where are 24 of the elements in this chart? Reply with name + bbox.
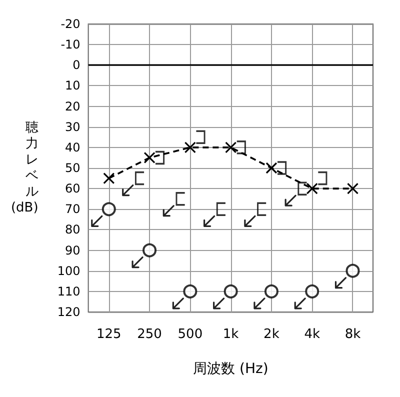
x-tick-label: 2k — [264, 327, 280, 342]
x-tick-label: 250 — [137, 327, 162, 342]
x-tick-label: 125 — [96, 327, 122, 342]
y-tick-label: 60 — [65, 182, 80, 196]
y-tick-label: 0 — [72, 58, 80, 72]
y-tick-label: 80 — [65, 222, 80, 237]
y-tick-label: 10 — [65, 78, 80, 93]
y-tick-label: -10 — [60, 38, 80, 52]
y-tick-label: 30 — [65, 120, 80, 134]
y-tick-label: 50 — [65, 161, 80, 175]
y-tick-label: 20 — [65, 99, 80, 114]
y-tick-label: -20 — [60, 17, 80, 31]
y-tick-label: 100 — [57, 264, 80, 278]
x-axis-title: 周波数 (Hz) — [193, 361, 268, 377]
y-axis-title: 聴力レベル(dB) — [10, 120, 38, 216]
y-tick-label: 120 — [57, 305, 80, 319]
x-tick-label: 1k — [222, 327, 240, 342]
y-tick-label: 70 — [65, 202, 80, 216]
y-tick-label: 40 — [65, 140, 80, 154]
y-tick-label: 110 — [57, 284, 80, 298]
x-tick-label: 500 — [178, 327, 203, 342]
x-tick-label: 8k — [344, 327, 362, 342]
y-tick-label: 90 — [65, 243, 80, 258]
x-tick-label: 4k — [304, 327, 320, 342]
